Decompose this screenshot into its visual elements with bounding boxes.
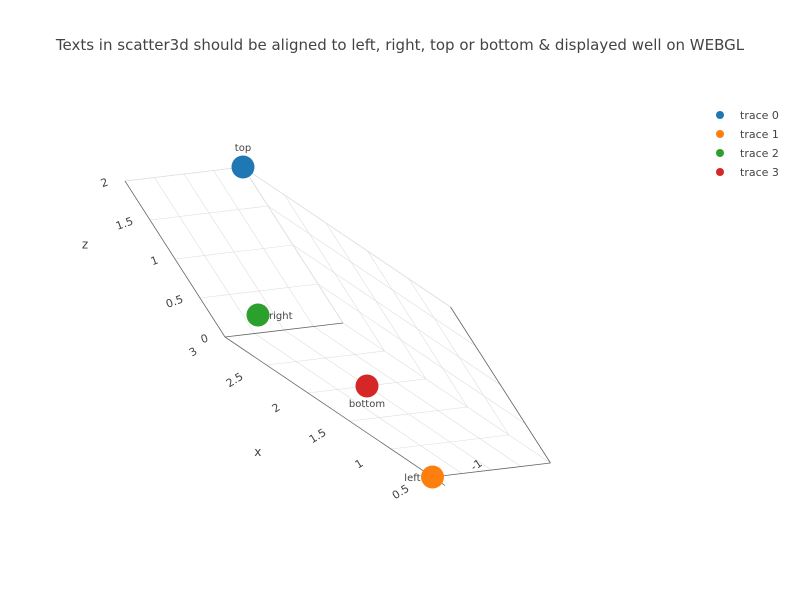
point-label: left (404, 473, 420, 484)
x-axis-line (224, 336, 446, 486)
x-tick-label: 3 (187, 345, 200, 360)
data-point[interactable] (231, 155, 255, 179)
legend-item-label[interactable]: trace 3 (740, 166, 779, 179)
y-axis-line (224, 322, 344, 338)
z-axis-title: z (82, 237, 88, 251)
legend-marker (716, 111, 724, 119)
legend: trace 0 trace 1 trace 2 trace 3 (716, 109, 779, 179)
grid-line (292, 244, 501, 386)
x-tick-label: 0.5 (390, 482, 412, 502)
x-tick-label: 2 (270, 401, 283, 416)
y-axis-line (432, 462, 551, 478)
grid-line (342, 322, 551, 464)
grid-line (267, 205, 476, 347)
data-point[interactable] (246, 303, 270, 327)
point-label: bottom (349, 399, 385, 410)
grid-line (174, 244, 294, 260)
z-tick-label: 0.5 (164, 293, 185, 311)
grid-line (317, 283, 526, 425)
x-tick-label: 1.5 (307, 426, 329, 446)
legend-marker (716, 149, 724, 157)
3d-scene[interactable]: 0.511.522.5300.511.52-1xztopleftrightbot… (82, 143, 551, 502)
chart-title: Texts in scatter3d should be aligned to … (55, 36, 745, 54)
x-tick-label: 1 (353, 457, 366, 472)
box-edge (124, 166, 244, 182)
point-label: right (269, 311, 293, 322)
grid-line (254, 333, 463, 474)
grid-line (199, 283, 319, 299)
box-edge (242, 166, 451, 308)
z-tick-label: 1.5 (114, 215, 135, 233)
grid-line (283, 329, 492, 471)
grid-line (149, 205, 269, 221)
z-tick-label: 0 (199, 332, 210, 347)
z-axis-line (124, 180, 226, 338)
legend-marker (716, 130, 724, 138)
box-edge (242, 166, 344, 324)
z-axis-line (450, 306, 551, 464)
data-point[interactable] (421, 465, 444, 489)
grid-line (313, 326, 522, 467)
legend-item-label[interactable]: trace 1 (740, 128, 779, 141)
legend-item-label[interactable]: trace 2 (740, 147, 779, 160)
point-label: top (235, 143, 251, 154)
z-tick-label: 1 (149, 254, 160, 269)
legend-marker (716, 168, 724, 176)
x-tick-label: 2.5 (224, 370, 246, 390)
data-point[interactable] (355, 374, 379, 398)
x-axis-title: x (254, 445, 261, 459)
z-tick-label: 2 (99, 176, 110, 191)
legend-item-label[interactable]: trace 0 (740, 109, 779, 122)
